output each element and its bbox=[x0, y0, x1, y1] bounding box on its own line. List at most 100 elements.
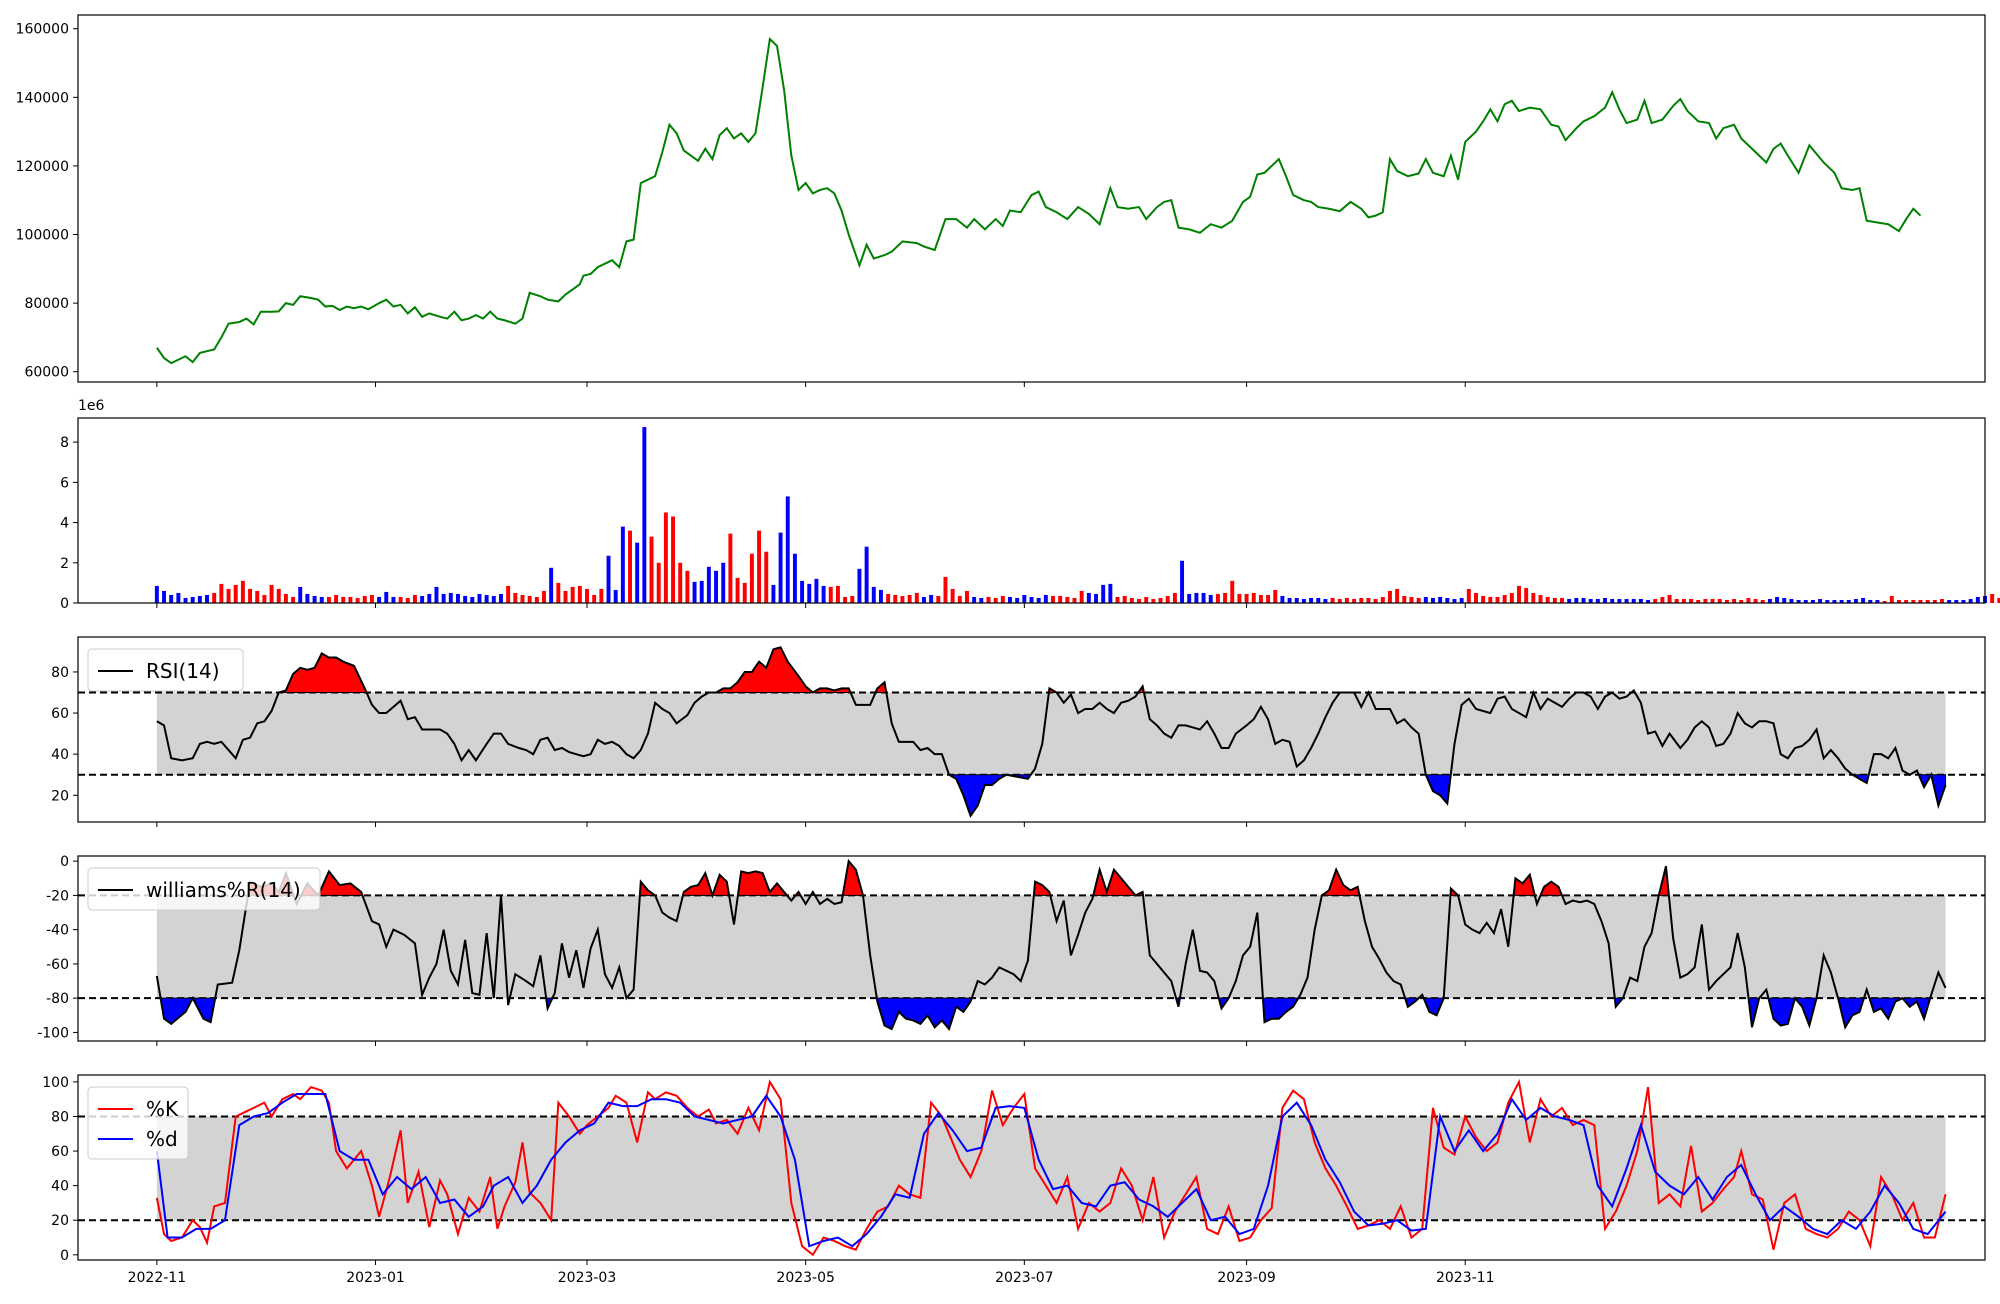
volume-bar bbox=[1258, 594, 1263, 603]
volume-bar bbox=[878, 589, 883, 603]
volume-bar bbox=[377, 596, 382, 603]
x-tick-label: 2023-01 bbox=[346, 1270, 405, 1286]
volume-bar bbox=[1653, 598, 1658, 603]
volume-bar bbox=[463, 595, 468, 603]
volume-bar bbox=[197, 595, 202, 603]
volume-bar bbox=[921, 596, 926, 603]
volume-bar bbox=[1904, 599, 1909, 603]
volume-bar bbox=[441, 593, 446, 603]
volume-bar bbox=[1266, 594, 1271, 603]
volume-bar bbox=[1524, 587, 1529, 603]
volume-bar bbox=[1667, 594, 1672, 603]
volume-bar bbox=[1782, 597, 1787, 603]
volume-bar bbox=[671, 516, 676, 603]
volume-bar bbox=[1474, 592, 1478, 603]
volume-bar bbox=[778, 532, 783, 603]
volume-bar bbox=[448, 592, 453, 603]
volume-bar bbox=[1459, 597, 1464, 603]
volume-bar bbox=[1416, 597, 1421, 603]
volume-bar bbox=[1560, 597, 1564, 603]
volume-bar bbox=[1839, 599, 1844, 603]
volume-bar bbox=[154, 585, 159, 603]
volume-bar bbox=[914, 592, 919, 603]
volume-bar bbox=[599, 588, 604, 603]
volume-bar bbox=[757, 530, 762, 603]
volume-bar bbox=[857, 568, 862, 603]
volume-bar bbox=[1086, 592, 1091, 603]
volume-bar bbox=[706, 566, 711, 603]
volume-bar bbox=[692, 581, 697, 603]
volume-bar bbox=[269, 584, 274, 603]
volume-bar bbox=[1803, 599, 1808, 603]
neutral-band bbox=[156, 692, 1946, 775]
volume-bar bbox=[240, 580, 245, 603]
volume-bar bbox=[1402, 595, 1407, 603]
y-tick-label: 20 bbox=[51, 788, 69, 804]
volume-bar bbox=[835, 585, 840, 603]
y-tick-label: 100000 bbox=[16, 228, 69, 244]
legend-box bbox=[87, 867, 321, 911]
volume-bar bbox=[1151, 598, 1156, 603]
y-tick-label: -60 bbox=[46, 957, 69, 973]
volume-bar bbox=[900, 595, 905, 603]
volume-bar bbox=[1509, 592, 1514, 603]
volume-bar bbox=[1251, 592, 1256, 603]
volume-bar bbox=[649, 536, 654, 603]
volume-bar bbox=[1466, 588, 1471, 603]
panel-frame-2 bbox=[77, 417, 1986, 604]
volume-bar bbox=[1287, 597, 1292, 603]
volume-bar bbox=[1638, 598, 1643, 603]
volume-bar bbox=[1115, 596, 1120, 603]
volume-bar bbox=[1681, 598, 1686, 603]
volume-bar bbox=[1215, 593, 1220, 603]
volume-bar bbox=[1144, 596, 1149, 603]
legend-box bbox=[87, 648, 244, 692]
volume-bar bbox=[943, 576, 948, 603]
volume-bar bbox=[1129, 597, 1134, 603]
stoch-d-line bbox=[155, 1093, 1947, 1248]
volume-bar bbox=[828, 586, 833, 603]
volume-bar bbox=[1072, 597, 1077, 603]
volume-bar bbox=[585, 588, 589, 603]
volume-bar bbox=[1574, 597, 1579, 603]
volume-bar bbox=[520, 594, 525, 603]
williams-line bbox=[155, 858, 1947, 1032]
volume-bar bbox=[1108, 583, 1113, 603]
volume-bar bbox=[556, 582, 561, 603]
volume-bar bbox=[1775, 596, 1780, 603]
volume-bar bbox=[219, 583, 224, 603]
volume-bar bbox=[735, 577, 740, 603]
volume-bar bbox=[491, 595, 496, 603]
volume-bar bbox=[1932, 599, 1937, 603]
x-tick-label: 2023-07 bbox=[995, 1270, 1054, 1286]
volume-bar bbox=[907, 594, 912, 603]
y-tick-label: 60 bbox=[51, 1144, 69, 1160]
volume-bar bbox=[1674, 598, 1679, 603]
volume-bar bbox=[1760, 599, 1765, 603]
volume-bar bbox=[348, 596, 353, 603]
panel-frame-4 bbox=[77, 855, 1986, 1042]
volume-bar bbox=[1624, 598, 1629, 603]
volume-bar bbox=[1897, 599, 1901, 603]
volume-bar bbox=[613, 589, 618, 603]
volume-bar bbox=[993, 597, 998, 603]
volume-bar bbox=[1825, 599, 1830, 603]
volume-bar bbox=[1409, 596, 1414, 603]
volume-bar bbox=[326, 596, 331, 603]
volume-bar bbox=[1065, 596, 1070, 603]
volume-bar bbox=[742, 582, 747, 603]
volume-bar bbox=[663, 512, 668, 603]
y-tick-label: -100 bbox=[37, 1025, 69, 1041]
volume-bar bbox=[1022, 594, 1027, 603]
y-tick-label: 40 bbox=[51, 747, 69, 763]
oversold-fill bbox=[876, 997, 973, 1031]
volume-bar bbox=[850, 595, 855, 603]
volume-bar bbox=[749, 553, 754, 603]
volume-bar bbox=[1079, 590, 1084, 603]
volume-bar bbox=[1875, 599, 1880, 603]
volume-bar bbox=[542, 590, 546, 603]
volume-bar bbox=[312, 595, 317, 603]
volume-bar bbox=[205, 594, 210, 603]
volume-bar bbox=[1502, 594, 1507, 603]
